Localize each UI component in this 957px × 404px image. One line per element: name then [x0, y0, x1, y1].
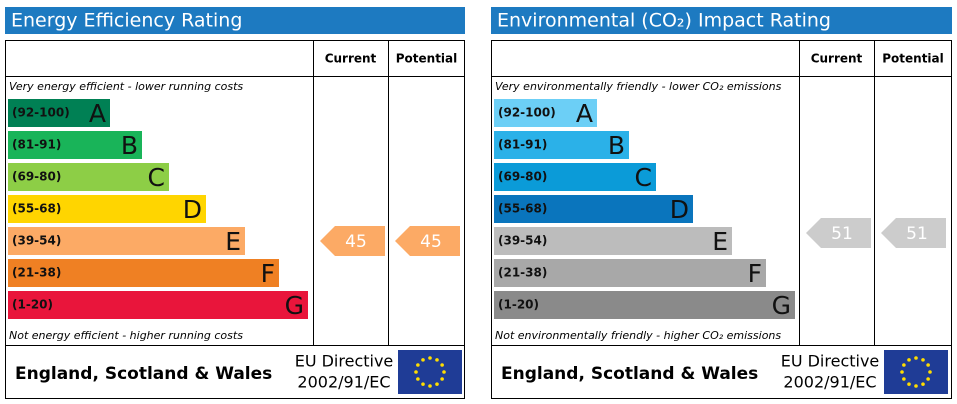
band-range: (69-80): [498, 170, 547, 184]
band-letter: G: [772, 291, 791, 320]
band: [8, 259, 279, 287]
band-range: (55-68): [12, 202, 61, 216]
flag-star: [921, 358, 925, 362]
title-bar: [5, 7, 465, 34]
flag-star: [428, 356, 432, 360]
flag-star: [440, 363, 444, 367]
current-header: Current: [811, 52, 863, 66]
band-letter: C: [148, 163, 165, 192]
top-note: Very energy efficient - lower running co…: [9, 80, 243, 93]
region: England, Scotland & Wales: [15, 364, 272, 384]
rating-arrow: [881, 218, 946, 248]
directive-line: EU Directive: [781, 352, 880, 371]
flag-star: [440, 377, 444, 381]
flag-star: [435, 382, 439, 386]
panel-title: Energy Efficiency Rating: [11, 10, 242, 32]
band: [494, 99, 597, 127]
directive-line: 2002/91/EC: [783, 373, 876, 392]
rating-arrow: [320, 226, 385, 256]
bottom-note: Not energy efficient - higher running co…: [9, 329, 243, 342]
band-letter: C: [635, 163, 652, 192]
flag-star: [914, 384, 918, 388]
flag-star: [926, 377, 930, 381]
band: [494, 195, 693, 223]
band-range: (92-100): [12, 106, 70, 120]
potential-header: Potential: [882, 52, 944, 66]
band-letter: D: [183, 195, 202, 224]
rating-arrow: [806, 218, 871, 248]
potential-header: Potential: [396, 52, 458, 66]
flag-star: [428, 384, 432, 388]
flag-star: [435, 358, 439, 362]
rating-value: 45: [345, 232, 367, 252]
frame: [491, 40, 952, 399]
directive-line: 2002/91/EC: [297, 373, 390, 392]
top-note: Very environmentally friendly - lower CO…: [495, 80, 782, 93]
band-letter: F: [261, 259, 275, 288]
band-range: (69-80): [12, 170, 61, 184]
band-letter: E: [712, 227, 728, 256]
band-range: (55-68): [498, 202, 547, 216]
rating-value: 51: [831, 224, 853, 244]
flag-star: [900, 370, 904, 374]
flag-star: [914, 356, 918, 360]
band-letter: B: [608, 131, 625, 160]
flag-star: [902, 363, 906, 367]
band-letter: D: [670, 195, 689, 224]
band: [8, 291, 308, 319]
band: [494, 163, 656, 191]
band-range: (21-38): [498, 266, 547, 280]
band-letter: G: [285, 291, 304, 320]
flag-star: [416, 377, 420, 381]
region: England, Scotland & Wales: [501, 364, 758, 384]
flag-star: [928, 370, 932, 374]
band: [494, 131, 629, 159]
band-letter: E: [225, 227, 241, 256]
band-letter: A: [89, 99, 106, 128]
band: [8, 99, 110, 127]
flag-star: [921, 382, 925, 386]
band-range: (21-38): [12, 266, 61, 280]
rating-arrow: [395, 226, 460, 256]
band-range: (1-20): [498, 298, 539, 312]
rating-value: 45: [420, 232, 442, 252]
frame: [5, 40, 465, 399]
flag-star: [907, 382, 911, 386]
band: [494, 291, 795, 319]
flag-star: [414, 370, 418, 374]
band: [8, 163, 169, 191]
band: [8, 227, 245, 255]
band-letter: B: [121, 131, 138, 160]
band: [8, 131, 142, 159]
band-range: (92-100): [498, 106, 556, 120]
flag-star: [421, 382, 425, 386]
current-header: Current: [325, 52, 377, 66]
flag-star: [421, 358, 425, 362]
directive-line: EU Directive: [295, 352, 394, 371]
band: [8, 195, 206, 223]
band-range: (81-91): [498, 138, 547, 152]
band-range: (1-20): [12, 298, 53, 312]
band-letter: F: [748, 259, 762, 288]
band-range: (81-91): [12, 138, 61, 152]
band-range: (39-54): [12, 234, 61, 248]
flag-star: [926, 363, 930, 367]
band: [494, 259, 766, 287]
panel-title: Environmental (CO₂) Impact Rating: [497, 10, 831, 32]
band-letter: A: [576, 99, 593, 128]
flag-star: [442, 370, 446, 374]
flag-star: [902, 377, 906, 381]
bottom-note: Not environmentally friendly - higher CO…: [495, 329, 781, 342]
rating-value: 51: [906, 224, 928, 244]
flag-star: [416, 363, 420, 367]
title-bar: [491, 7, 952, 34]
flag-star: [907, 358, 911, 362]
band: [494, 227, 732, 255]
band-range: (39-54): [498, 234, 547, 248]
